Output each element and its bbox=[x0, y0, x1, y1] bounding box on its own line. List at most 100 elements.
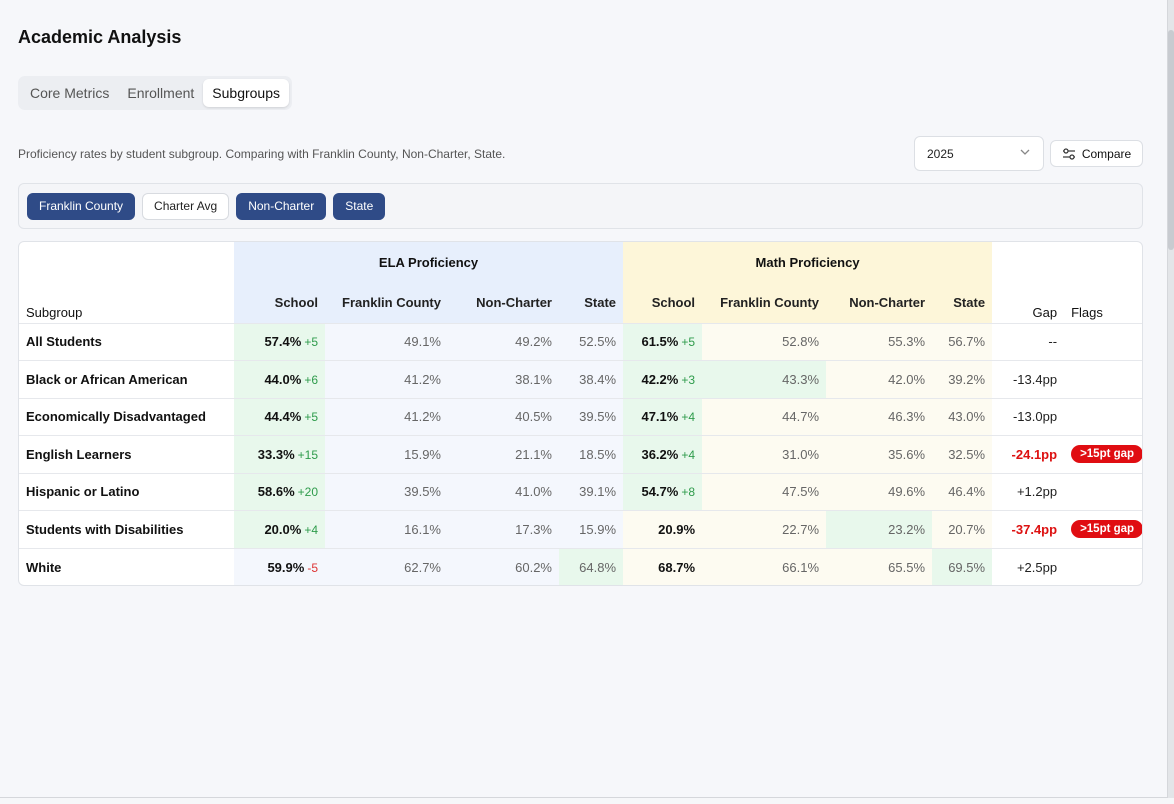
math-franklin-value: 66.1% bbox=[702, 547, 827, 585]
ela-state-value: 38.4% bbox=[559, 360, 624, 398]
col-header-gap: Gap bbox=[1032, 304, 1058, 320]
filter-chip-franklin-county[interactable]: Franklin County bbox=[27, 192, 136, 220]
gap-value: -13.0pp bbox=[992, 397, 1065, 436]
flags-cell: >15pt gap bbox=[1064, 510, 1142, 548]
col-header-ela-school: School bbox=[234, 283, 325, 323]
ela-franklin-value: 49.1% bbox=[325, 322, 448, 361]
ela-franklin-value: 39.5% bbox=[325, 472, 448, 511]
ela-school-pct: 59.9% bbox=[267, 559, 305, 575]
math-franklin-value: 22.7% bbox=[702, 510, 827, 548]
chevron-down-icon bbox=[1020, 149, 1030, 155]
math-state-value: 69.5% bbox=[932, 547, 993, 585]
filter-chip-charter-avg[interactable]: Charter Avg bbox=[142, 192, 230, 220]
math-school-pct: 47.1% bbox=[641, 409, 679, 425]
flags-cell bbox=[1064, 397, 1142, 436]
ela-school-value: 44.0% +6 bbox=[234, 360, 325, 398]
compare-button[interactable]: Compare bbox=[1050, 140, 1143, 167]
ela-school-delta: +15 bbox=[297, 447, 318, 462]
ela-school-pct: 20.0% bbox=[264, 521, 302, 537]
ela-state-value: 39.5% bbox=[559, 397, 624, 436]
scrollbar-thumb[interactable] bbox=[1168, 30, 1174, 250]
math-school-value: 20.9% bbox=[623, 510, 703, 548]
table-row: Economically Disadvantaged 44.4% +5 41.2% 40… bbox=[19, 397, 1142, 436]
ela-school-value: 44.4% +5 bbox=[234, 397, 325, 436]
compare-button-label: Compare bbox=[1081, 146, 1132, 161]
ela-school-delta: -5 bbox=[307, 560, 318, 575]
math-school-value: 54.7% +8 bbox=[623, 472, 703, 511]
ela-state-value: 64.8% bbox=[559, 547, 624, 585]
tab-enrollment[interactable]: Enrollment bbox=[127, 85, 195, 101]
math-franklin-value: 47.5% bbox=[702, 472, 827, 511]
math-noncharter-value: 65.5% bbox=[826, 547, 933, 585]
ela-school-pct: 44.0% bbox=[264, 371, 302, 387]
table-row: Hispanic or Latino 58.6% +20 39.5% 41.0% 39.1… bbox=[19, 472, 1142, 511]
subgroup-name: White bbox=[19, 547, 234, 585]
tab-subgroups[interactable]: Subgroups bbox=[203, 79, 289, 107]
filter-chip-state[interactable]: State bbox=[333, 192, 386, 220]
page-title: Academic Analysis bbox=[18, 27, 182, 47]
gap-value: +2.5pp bbox=[992, 547, 1065, 585]
subgroup-name: All Students bbox=[19, 322, 234, 361]
ela-school-value: 58.6% +20 bbox=[234, 472, 325, 511]
ela-state-value: 52.5% bbox=[559, 322, 624, 361]
gap-value: -- bbox=[992, 322, 1065, 361]
ela-school-value: 59.9% -5 bbox=[234, 547, 325, 585]
tab-core-metrics[interactable]: Core Metrics bbox=[30, 85, 110, 101]
math-noncharter-value: 35.6% bbox=[826, 435, 933, 473]
year-select[interactable]: 2025 bbox=[914, 136, 1044, 171]
ela-franklin-value: 62.7% bbox=[325, 547, 448, 585]
math-school-value: 42.2% +3 bbox=[623, 360, 703, 398]
math-franklin-value: 31.0% bbox=[702, 435, 827, 473]
math-state-value: 56.7% bbox=[932, 322, 993, 361]
col-header-ela-franklin: Franklin County bbox=[325, 283, 448, 323]
math-school-pct: 42.2% bbox=[641, 371, 679, 387]
ela-noncharter-value: 60.2% bbox=[448, 547, 559, 585]
gap-flag-badge: >15pt gap bbox=[1071, 445, 1142, 464]
ela-school-pct: 58.6% bbox=[257, 484, 295, 500]
table-row: Students with Disabilities 20.0% +4 16.1% 17… bbox=[19, 510, 1142, 548]
math-school-delta: +4 bbox=[681, 410, 696, 425]
subgroup-name: Economically Disadvantaged bbox=[19, 397, 234, 436]
math-noncharter-value: 46.3% bbox=[826, 397, 933, 436]
ela-school-value: 57.4% +5 bbox=[234, 322, 325, 361]
comparison-filter-bar: Franklin County Charter Avg Non-Charter … bbox=[18, 183, 1143, 229]
group-header-math: Math Proficiency bbox=[623, 242, 993, 283]
col-header-math-franklin: Franklin County bbox=[702, 283, 827, 323]
page-subtitle: Proficiency rates by student subgroup. C… bbox=[18, 147, 506, 161]
flags-cell bbox=[1064, 360, 1142, 398]
table-row: White 59.9% -5 62.7% 60.2% 64.8% 68.7% 66.1% 65.… bbox=[19, 547, 1142, 585]
subgroup-name: Hispanic or Latino bbox=[19, 472, 234, 511]
math-school-delta: +5 bbox=[681, 335, 696, 350]
subgroup-proficiency-table: Subgroup ELA Proficiency Math Proficienc… bbox=[19, 242, 1142, 585]
math-state-value: 39.2% bbox=[932, 360, 993, 398]
math-school-value: 61.5% +5 bbox=[623, 322, 703, 361]
math-school-pct: 20.9% bbox=[658, 521, 696, 537]
flags-cell bbox=[1064, 547, 1142, 585]
tab-bar: Core Metrics Enrollment Subgroups bbox=[18, 76, 292, 110]
ela-state-value: 39.1% bbox=[559, 472, 624, 511]
sliders-icon bbox=[1062, 147, 1075, 160]
ela-franklin-value: 41.2% bbox=[325, 360, 448, 398]
ela-school-pct: 44.4% bbox=[264, 409, 302, 425]
math-school-pct: 36.2% bbox=[641, 446, 679, 462]
math-state-value: 32.5% bbox=[932, 435, 993, 473]
ela-school-delta: +4 bbox=[304, 522, 318, 537]
math-school-pct: 61.5% bbox=[641, 334, 679, 350]
flags-cell bbox=[1064, 472, 1142, 511]
filter-chip-non-charter[interactable]: Non-Charter bbox=[236, 192, 327, 220]
col-header-math-state: State bbox=[932, 283, 993, 323]
ela-state-value: 18.5% bbox=[559, 435, 624, 473]
col-header-flags: Flags bbox=[1071, 304, 1103, 320]
ela-school-delta: +5 bbox=[304, 410, 318, 425]
window-scrollbar[interactable] bbox=[1168, 0, 1174, 798]
math-school-value: 68.7% bbox=[623, 547, 703, 585]
math-school-pct: 54.7% bbox=[641, 484, 679, 500]
math-state-value: 46.4% bbox=[932, 472, 993, 511]
col-header-ela-noncharter: Non-Charter bbox=[448, 283, 559, 323]
ela-school-delta: +5 bbox=[304, 335, 318, 350]
gap-value: +1.2pp bbox=[992, 472, 1065, 511]
subgroup-table-container: Subgroup ELA Proficiency Math Proficienc… bbox=[18, 241, 1143, 586]
gap-value: -13.4pp bbox=[992, 360, 1065, 398]
math-noncharter-value: 55.3% bbox=[826, 322, 933, 361]
